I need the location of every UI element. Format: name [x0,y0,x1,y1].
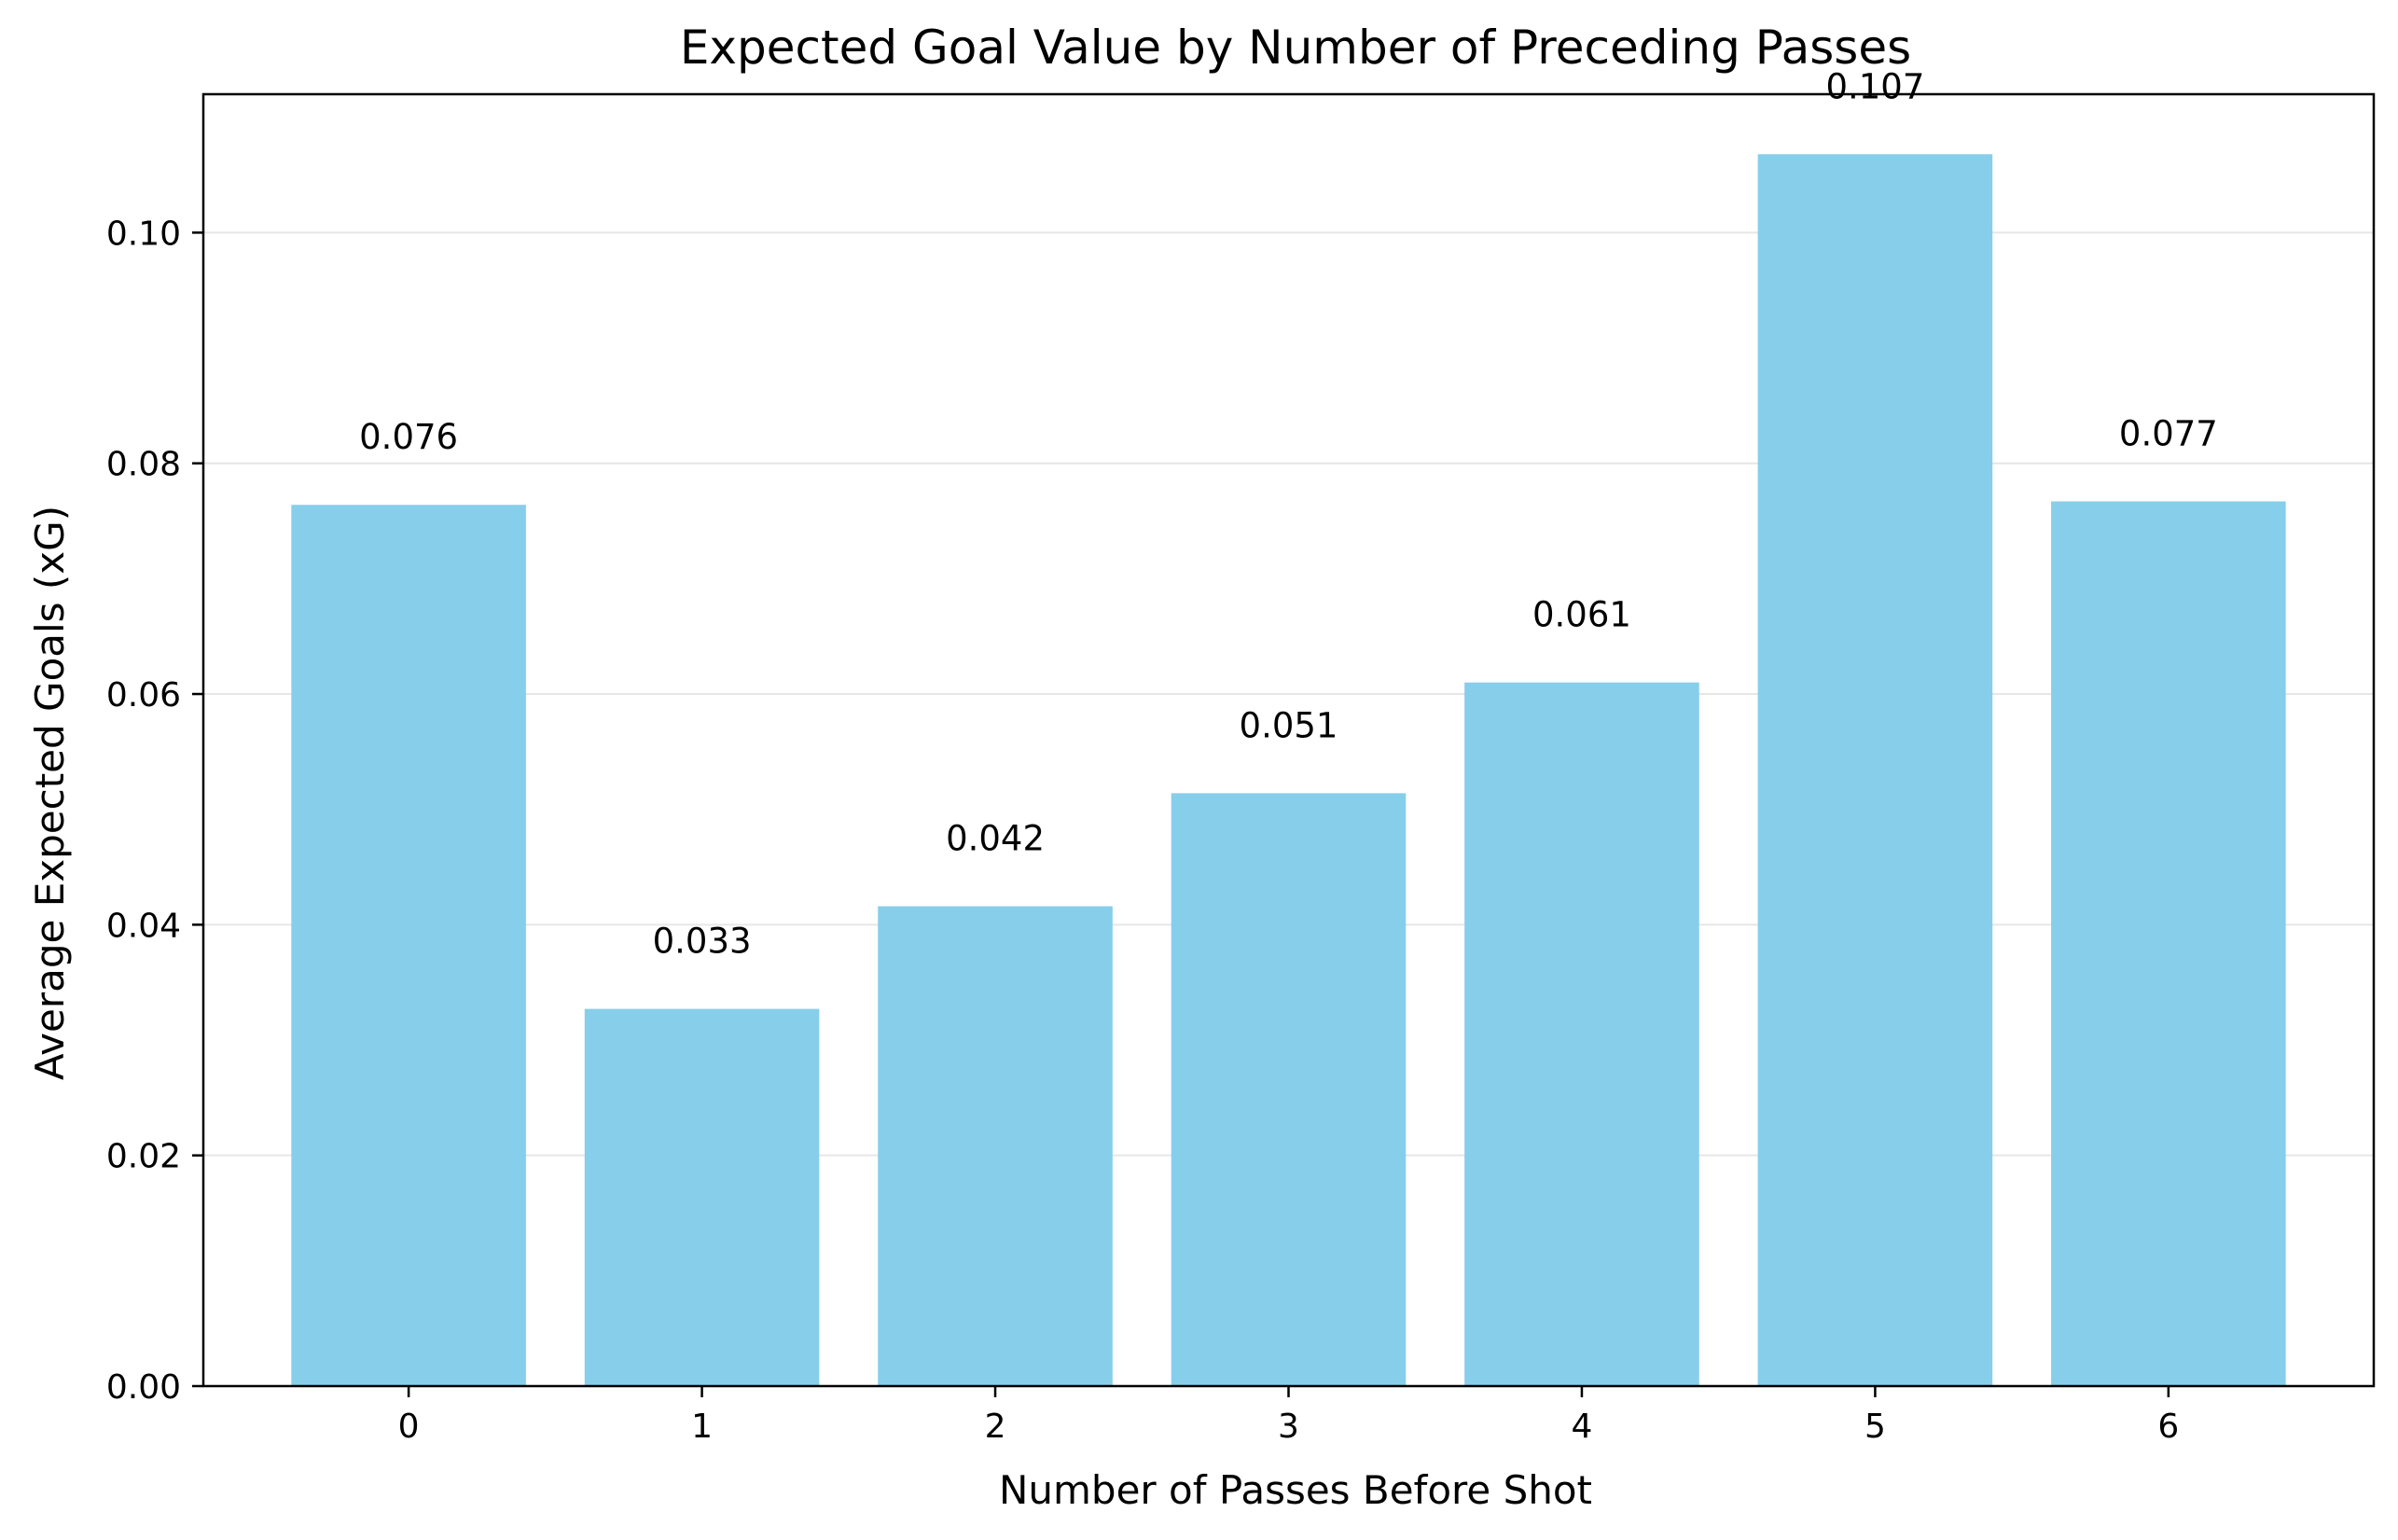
x-tick-label-3: 3 [1278,1408,1299,1446]
y-tick-label-5: 0.10 [106,215,181,253]
data-label-3: 0.051 [1240,705,1338,745]
data-labels: 0.076 0.033 0.042 0.051 0.061 0.107 0.077 [359,66,2218,961]
x-tick-label-4: 4 [1572,1408,1593,1446]
x-tick-label-0: 0 [398,1408,420,1446]
data-label-2: 0.042 [946,819,1045,859]
x-tick-label-1: 1 [691,1408,713,1446]
bar-2 [878,906,1113,1386]
y-tick-label-3: 0.06 [106,676,181,715]
x-tick-label-6: 6 [2157,1408,2179,1446]
y-axis-label: Average Expected Goals (xG) [27,506,73,1080]
x-axis-label: Number of Passes Before Shot [999,1467,1592,1513]
bar-1 [584,1008,820,1386]
y-tick-label-1: 0.02 [106,1138,181,1176]
bar-6 [2051,501,2286,1386]
bar-3 [1171,793,1407,1386]
data-label-1: 0.033 [653,922,752,962]
x-tick-label-5: 5 [1864,1408,1886,1446]
y-tick-label-4: 0.08 [106,446,181,484]
data-label-6: 0.077 [2119,414,2218,454]
data-label-5: 0.107 [1825,66,1924,106]
chart-title: Expected Goal Value by Number of Precedi… [680,21,1911,75]
y-tick-label-2: 0.04 [106,907,181,945]
y-tick-label-0: 0.00 [106,1368,181,1407]
bar-5 [1757,154,1993,1386]
data-label-0: 0.076 [359,417,458,457]
axes: 0.00 0.02 0.04 0.06 0.08 0.10 0 1 2 3 4 5 6 [106,92,2376,1446]
data-label-4: 0.061 [1532,595,1631,635]
x-tick-label-2: 2 [985,1408,1006,1446]
bars [291,154,2286,1386]
bar-4 [1464,682,1699,1386]
bar-0 [291,505,526,1386]
